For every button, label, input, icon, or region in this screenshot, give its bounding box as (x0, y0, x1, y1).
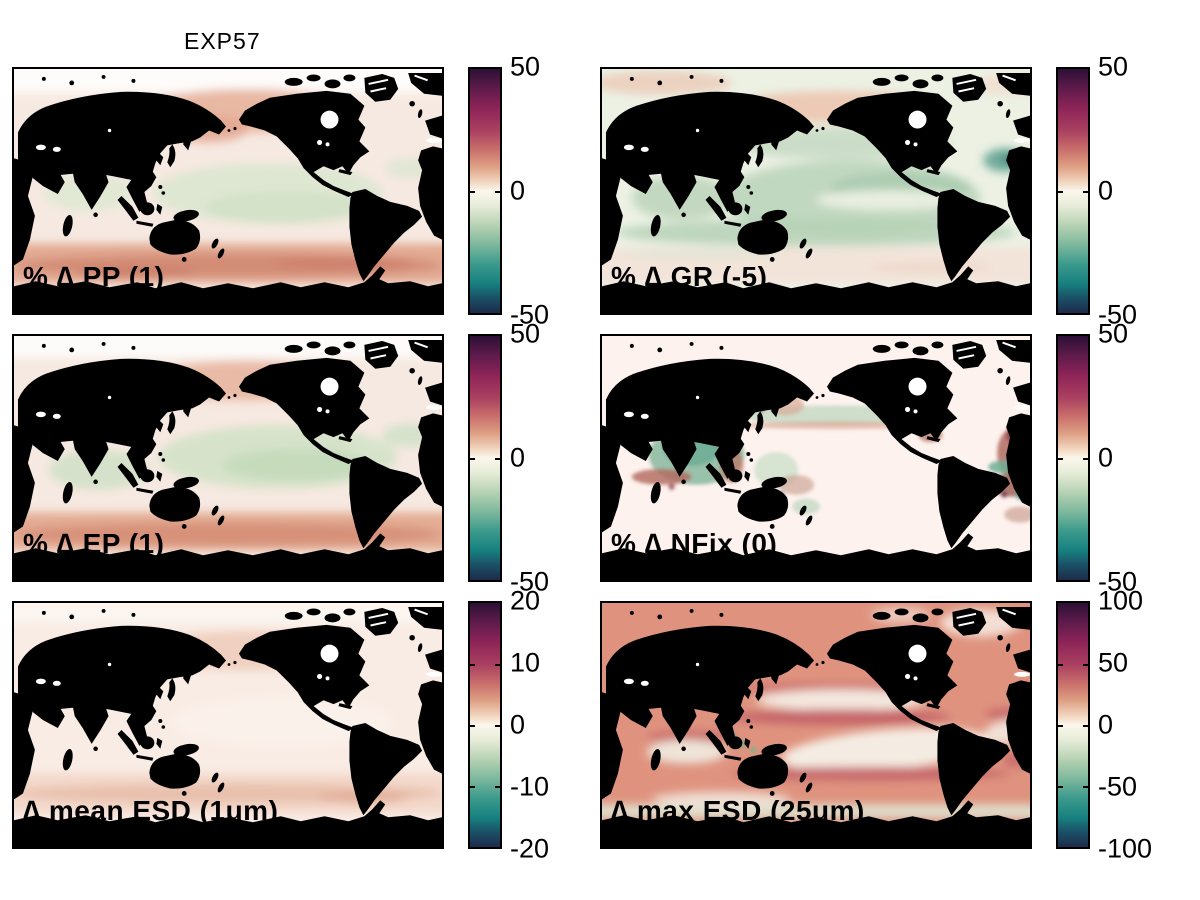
colorbar-gr: 50 0 -50 (1056, 52, 1196, 330)
map-panel-mean-esd: ∆ mean ESD (1um) (12, 601, 444, 849)
panel-label: ∆ mean ESD (1um) (23, 795, 279, 826)
colorbar-tick-mark (495, 191, 500, 193)
colorbar-tick-label: 20 (510, 585, 541, 616)
colorbar-max-esd: 100 50 0 -50 -100 (1056, 586, 1196, 864)
map-panel-gr: % ∆ GR (-5) (600, 67, 1032, 315)
panel-label: % ∆ NFix (0) (611, 528, 778, 559)
colorbar-tick-label: -50 (1098, 566, 1138, 597)
figure-title: EXP57 (184, 28, 261, 54)
colorbar-tick-mark (470, 725, 475, 727)
colorbar-tick-label: 0 (510, 175, 526, 206)
colorbar-gradient (1056, 601, 1090, 849)
colorbar-tick-label: 50 (510, 51, 541, 82)
panel-label: % ∆ GR (-5) (611, 261, 768, 292)
colorbar-tick-label: -50 (1098, 771, 1138, 802)
colorbar-tick-label: -50 (510, 566, 550, 597)
colorbar-tick-mark (1058, 664, 1063, 666)
colorbar-mean-esd: 20 10 0 -10 -20 (468, 586, 608, 864)
panel-label: % ∆ PP (1) (23, 261, 165, 292)
colorbar-tick-label: 0 (1098, 442, 1114, 473)
world-map (602, 603, 1030, 847)
colorbar-tick-mark (1083, 725, 1088, 727)
colorbar-tick-label: 10 (510, 647, 541, 678)
colorbar-gradient (1056, 334, 1090, 582)
colorbar-tick-mark (1058, 191, 1063, 193)
colorbar-tick-label: 0 (1098, 709, 1114, 740)
colorbar-tick-mark (1083, 191, 1088, 193)
map-panel-pp: % ∆ PP (1) (12, 67, 444, 315)
colorbar-tick-label: 50 (510, 318, 541, 349)
colorbar-tick-mark (470, 664, 475, 666)
world-map (14, 603, 442, 847)
colorbar-tick-label: -100 (1098, 833, 1153, 864)
colorbar-tick-label: -50 (1098, 299, 1138, 330)
colorbar-nfix: 50 0 -50 (1056, 319, 1196, 597)
colorbar-tick-label: 0 (1098, 175, 1114, 206)
colorbar-tick-label: 100 (1098, 585, 1144, 616)
world-map (602, 336, 1030, 580)
colorbar-tick-mark (1083, 664, 1088, 666)
colorbar-tick-mark (495, 786, 500, 788)
colorbar-tick-label: 50 (1098, 51, 1129, 82)
colorbar-tick-label: 50 (1098, 318, 1129, 349)
panel-label: ∆ max ESD (25um) (611, 795, 865, 826)
colorbar-tick-mark (1058, 725, 1063, 727)
world-map (602, 69, 1030, 313)
colorbar-tick-mark (495, 725, 500, 727)
map-panel-nfix: % ∆ NFix (0) (600, 334, 1032, 582)
colorbar-tick-mark (495, 664, 500, 666)
colorbar-tick-mark (1058, 786, 1063, 788)
colorbar-tick-mark (1083, 786, 1088, 788)
colorbar-tick-label: 0 (510, 442, 526, 473)
colorbar-tick-label: -10 (510, 771, 550, 802)
colorbar-tick-mark (470, 786, 475, 788)
colorbar-tick-mark (495, 458, 500, 460)
map-panel-max-esd: ∆ max ESD (25um) (600, 601, 1032, 849)
colorbar-tick-label: -20 (510, 833, 550, 864)
colorbar-tick-mark (470, 458, 475, 460)
colorbar-gradient (468, 334, 502, 582)
colorbar-tick-mark (1083, 458, 1088, 460)
colorbar-gradient (1056, 67, 1090, 315)
colorbar-tick-label: 0 (510, 709, 526, 740)
panel-label: % ∆ EP (1) (23, 528, 165, 559)
colorbar-gradient (468, 67, 502, 315)
world-map (14, 69, 442, 313)
colorbar-tick-label: -50 (510, 299, 550, 330)
colorbar-tick-mark (470, 191, 475, 193)
world-map (14, 336, 442, 580)
colorbar-tick-label: 50 (1098, 647, 1129, 678)
colorbar-tick-mark (1058, 458, 1063, 460)
map-panel-ep: % ∆ EP (1) (12, 334, 444, 582)
colorbar-gradient (468, 601, 502, 849)
colorbar-pp: 50 0 -50 (468, 52, 608, 330)
colorbar-ep: 50 0 -50 (468, 319, 608, 597)
